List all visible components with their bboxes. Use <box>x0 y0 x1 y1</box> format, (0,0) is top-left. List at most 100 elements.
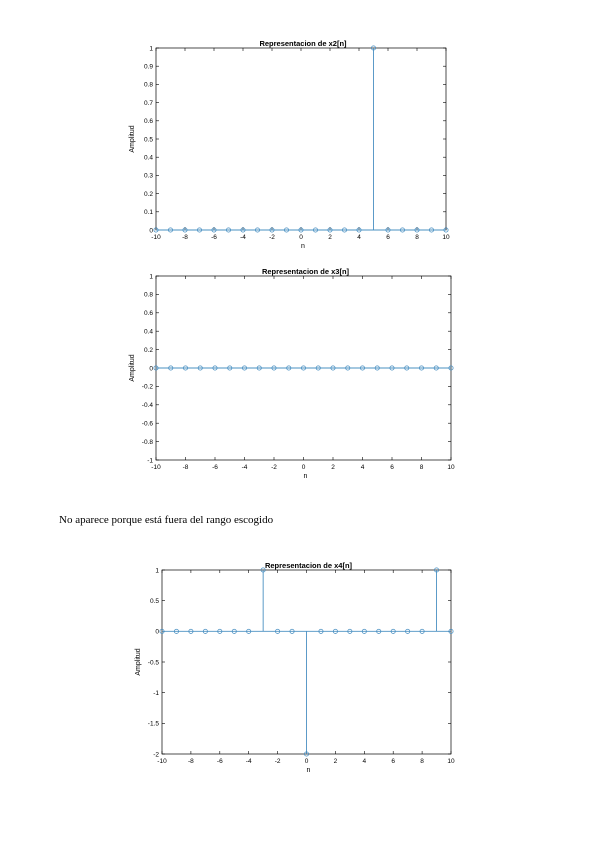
y-tick-label: 0.7 <box>144 100 153 107</box>
stem-marker <box>260 567 266 573</box>
y-tick-label: 0 <box>149 365 153 372</box>
y-tick-label: -0.6 <box>142 421 154 428</box>
plot-area <box>155 47 447 231</box>
stem-marker <box>254 227 260 233</box>
chart-x3: -10 -8 -6 -4 -2 0 2 4 6 8 10 -1 -0.8 -0.6 -0.4 -0.2 0 0.2… <box>129 267 455 480</box>
stem-marker <box>182 365 188 371</box>
stem-marker <box>225 227 231 233</box>
stem-marker <box>404 365 410 371</box>
stem-marker <box>240 227 246 233</box>
stem-marker <box>376 628 382 634</box>
y-tick-label: 0.5 <box>144 136 153 143</box>
x-tick-label: -8 <box>183 464 189 471</box>
x-tick-label: -4 <box>246 758 252 765</box>
stem-marker <box>286 365 292 371</box>
stem-marker <box>312 227 318 233</box>
stem-marker <box>289 628 295 634</box>
x-tick-label: -8 <box>182 234 188 241</box>
stem-marker <box>231 628 237 634</box>
y-tick-label: 0.4 <box>144 329 153 336</box>
x-tick-label: -6 <box>217 758 223 765</box>
x-tick-label: 8 <box>420 464 424 471</box>
stem-marker <box>153 227 159 233</box>
x-tick-label: -10 <box>151 464 161 471</box>
stem-marker <box>359 365 365 371</box>
stem-marker <box>153 365 159 371</box>
stem-marker <box>418 365 424 371</box>
stem-marker <box>241 365 247 371</box>
x-tick-label: 10 <box>447 464 455 471</box>
y-tick-label: 0.8 <box>144 82 153 89</box>
x-tick-label: -6 <box>211 234 217 241</box>
y-tick-label: 1 <box>149 273 153 280</box>
y-tick-label: 1 <box>149 45 153 52</box>
x-tick-label: -4 <box>240 234 246 241</box>
stem-marker <box>269 227 275 233</box>
stem-marker <box>434 567 440 573</box>
stem-marker <box>399 227 405 233</box>
chart-title: Representacion de x2[n] <box>259 39 347 48</box>
y-tick-label: -0.8 <box>142 439 154 446</box>
x-tick-label: 4 <box>361 464 365 471</box>
stem-marker <box>227 365 233 371</box>
stem-marker <box>212 365 218 371</box>
stem-marker <box>202 628 208 634</box>
x-tick-label: -10 <box>157 758 167 765</box>
y-axis-label: Amplitud <box>135 648 142 675</box>
stem-marker <box>374 365 380 371</box>
y-tick-label: 0.8 <box>144 292 153 299</box>
stem-marker <box>370 45 376 51</box>
y-tick-label: 0.5 <box>150 598 159 605</box>
stem-marker <box>303 751 309 757</box>
chart-x4: -10 -8 -6 -4 -2 0 2 4 6 8 10 -2 -1.5 -1 -0.5 0 0.5 1 Repre… <box>135 561 455 774</box>
y-tick-label: -0.2 <box>142 384 154 391</box>
stem-marker <box>167 227 173 233</box>
stem-marker <box>196 227 202 233</box>
stem-marker <box>419 628 425 634</box>
x-axis-label: n <box>301 243 305 250</box>
y-tick-label: 0.2 <box>144 347 153 354</box>
x-tick-label: 0 <box>302 464 306 471</box>
y-tick-label: -1.5 <box>148 721 160 728</box>
chart-title: Representacion de x4[n] <box>265 561 353 570</box>
y-tick-label: 0.1 <box>144 209 153 216</box>
x-tick-label: 10 <box>447 758 455 765</box>
x-tick-label: -6 <box>212 464 218 471</box>
stem-marker <box>361 628 367 634</box>
stem-marker <box>390 628 396 634</box>
stem-marker <box>405 628 411 634</box>
y-tick-label: 0.4 <box>144 155 153 162</box>
stem-marker <box>433 365 439 371</box>
stem-marker <box>246 628 252 634</box>
y-tick-label: 0 <box>149 227 153 234</box>
x-tick-label: 6 <box>386 234 390 241</box>
y-axis-label: Amplitud <box>129 125 136 152</box>
x-tick-label: 2 <box>334 758 338 765</box>
chart-title: Representacion de x3[n] <box>262 267 350 276</box>
stem-marker <box>345 365 351 371</box>
stem-marker <box>385 227 391 233</box>
stem-marker <box>389 365 395 371</box>
stem-marker <box>332 628 338 634</box>
stem-marker <box>448 628 454 634</box>
y-tick-label: 0 <box>155 629 159 636</box>
stem-marker <box>356 227 362 233</box>
x-tick-label: 8 <box>415 234 419 241</box>
x-tick-label: 4 <box>362 758 366 765</box>
stem-marker <box>341 227 347 233</box>
stem-marker <box>315 365 321 371</box>
y-tick-label: -1 <box>147 457 153 464</box>
stem-marker <box>256 365 262 371</box>
stem-marker <box>443 227 449 233</box>
y-tick-label: -2 <box>153 751 159 758</box>
stem-marker <box>217 628 223 634</box>
stem-marker <box>271 365 277 371</box>
x-tick-label: -2 <box>275 758 281 765</box>
x-axis-label: n <box>307 767 311 774</box>
stem-marker <box>330 365 336 371</box>
caption-text: No aparece porque está fuera del rango e… <box>59 514 274 526</box>
y-axis-label: Amplitud <box>129 354 136 381</box>
x-tick-label: 10 <box>442 234 450 241</box>
stem-marker <box>197 365 203 371</box>
stem-marker <box>448 365 454 371</box>
